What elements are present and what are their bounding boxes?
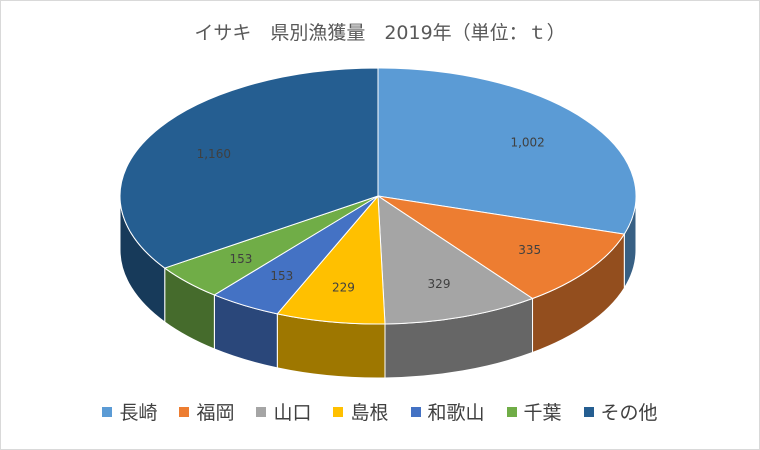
legend-swatch (583, 406, 594, 417)
data-label-山口: 329 (428, 277, 451, 291)
data-label-その他: 1,160 (197, 147, 231, 161)
legend-swatch (102, 406, 113, 417)
pie-side-walls (119, 195, 637, 379)
pie-slice-長崎 (377, 67, 637, 235)
legend: 長崎 福岡 山口 島根 和歌山 千葉 その他 (0, 398, 760, 425)
legend-label: 島根 (350, 402, 389, 424)
legend-label: 山口 (273, 402, 312, 424)
legend-item: その他 (583, 398, 658, 425)
legend-label: 千葉 (523, 402, 562, 424)
pie-slice-福岡 (377, 195, 626, 300)
legend-swatch (256, 406, 267, 417)
legend-swatch (333, 406, 344, 417)
chart-title: イサキ 県別漁獲量 2019年（単位：ｔ） (194, 22, 566, 44)
legend-label: 長崎 (119, 402, 158, 424)
data-label-長崎: 1,002 (510, 135, 544, 149)
legend-swatch (179, 406, 190, 417)
legend-label: 和歌山 (427, 402, 485, 424)
legend-label: その他 (600, 402, 658, 424)
legend-item: 島根 (333, 398, 389, 425)
legend-item: 山口 (256, 398, 311, 425)
pie-slice-島根 (276, 194, 386, 325)
legend-swatch (506, 406, 517, 417)
legend-swatch (410, 406, 421, 417)
data-label-千葉: 153 (229, 252, 252, 266)
pie-slice-その他 (119, 67, 379, 269)
legend-label: 福岡 (196, 402, 235, 424)
legend-item: 福岡 (179, 398, 234, 425)
data-label-福岡: 335 (518, 243, 541, 257)
pie-slice-山口 (377, 195, 534, 325)
legend-item: 千葉 (506, 398, 562, 425)
data-label-和歌山: 153 (270, 269, 293, 283)
pie-data-labels: 1,002 335 329 229 153 153 1,160 (197, 135, 545, 294)
pie-top-faces (119, 67, 637, 325)
legend-item: 和歌山 (410, 398, 485, 425)
data-label-島根: 229 (332, 281, 355, 295)
legend-item: 長崎 (102, 398, 157, 425)
